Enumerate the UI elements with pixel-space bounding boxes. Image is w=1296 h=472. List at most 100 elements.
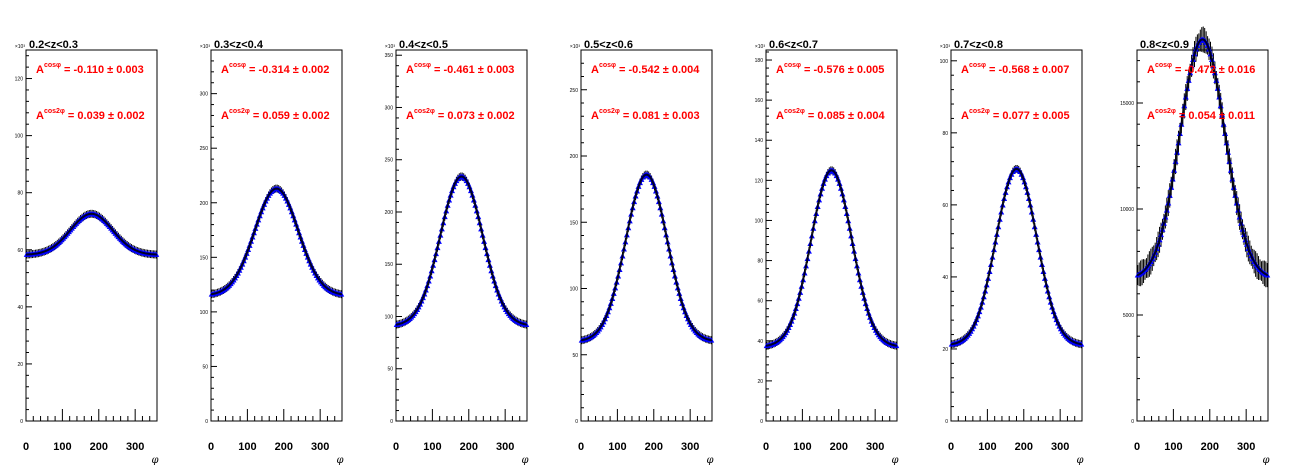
- chart-title: 0.5<z<0.6: [584, 39, 633, 51]
- x-tick-label: 200: [1201, 441, 1219, 453]
- asymmetry-symbol: A: [591, 64, 599, 76]
- chart-title: 0.3<z<0.4: [214, 39, 264, 51]
- x-tick-label: 0: [578, 441, 584, 453]
- y-tick-label: 15000: [1120, 101, 1134, 107]
- x-tick-label: 100: [238, 441, 256, 453]
- x-axis: 0 100 200 300: [208, 409, 343, 453]
- y-tick-label: 80: [757, 259, 763, 265]
- x-tick-label: 300: [496, 441, 514, 453]
- y-axis: 0 20 40 60 80 100: [940, 59, 957, 425]
- x-tick-label: 300: [311, 441, 329, 453]
- y-tick-label: 100: [570, 287, 579, 293]
- y-tick-label: 0: [20, 419, 23, 425]
- y-tick-label: 160: [755, 98, 764, 104]
- data-series: [23, 209, 160, 259]
- y-tick-label: 60: [17, 248, 23, 254]
- y-tick-label: 5000: [1123, 313, 1134, 319]
- asymmetry-symbol: A: [406, 64, 414, 76]
- x-tick-label: 100: [793, 441, 811, 453]
- chart-panel: 0 100 200 300 φ 0 50 100 150 200 250 ×10³ 0.5<z<0.6 A…: [570, 39, 715, 466]
- asymmetry-superscript: cosφ: [414, 62, 431, 69]
- fit-curve: [580, 173, 713, 342]
- data-series: [578, 170, 715, 345]
- x-axis: 0 100 200 300: [1134, 409, 1269, 453]
- asymmetry-superscript: cosφ: [44, 62, 61, 69]
- x-tick-label: 0: [948, 441, 954, 453]
- x-axis-label: φ: [891, 455, 898, 466]
- y-tick-label: 60: [942, 203, 948, 209]
- y-tick-label: 50: [202, 364, 208, 370]
- y-tick-label: 50: [387, 367, 393, 373]
- y-tick-label: 20: [757, 379, 763, 385]
- x-tick-label: 200: [90, 441, 108, 453]
- y-tick-label: 100: [15, 134, 24, 140]
- y-tick-label: 60: [757, 299, 763, 305]
- y-tick-label: 350: [385, 53, 394, 59]
- chart-panel: 0 100 200 300 φ 0 50 100 150 200 250 300 ×10³ 0.3<z<0…: [200, 39, 345, 466]
- asymmetry-symbol: A: [221, 64, 229, 76]
- x-tick-label: 300: [126, 441, 144, 453]
- cos2-phi-annotation: Acos2φ = 0.077 ± 0.005: [961, 108, 1070, 122]
- y-tick-label: 40: [17, 305, 23, 311]
- x-axis-label: φ: [151, 455, 158, 466]
- asymmetry-symbol: A: [961, 64, 969, 76]
- y-tick-label: 120: [755, 178, 764, 184]
- x-axis: 0 100 200 300: [393, 409, 528, 453]
- asymmetry-annotations: Acosφ = -0.472 ± 0.016 Acos2φ = 0.054 ± 0.0…: [1147, 62, 1255, 122]
- asymmetry-superscript: cos2φ: [44, 108, 65, 115]
- plot-frame: [1136, 49, 1269, 422]
- y-multiplier-label: ×10³: [755, 44, 765, 50]
- cos-phi-annotation: Acosφ = -0.314 ± 0.002: [221, 62, 329, 76]
- x-tick-label: 0: [763, 441, 769, 453]
- x-tick-label: 100: [53, 441, 71, 453]
- asymmetry-value: = 0.085 ± 0.004: [808, 110, 886, 122]
- y-multiplier-label: ×10³: [200, 44, 210, 50]
- y-tick-label: 40: [942, 275, 948, 281]
- asymmetry-value: = 0.059 ± 0.002: [253, 110, 330, 122]
- x-tick-label: 200: [830, 441, 848, 453]
- asymmetry-symbol: A: [776, 110, 784, 122]
- chart-panel: 0 100 200 300 φ 0 50 100 150 200 250 300 350 ×10³ 0.4<…: [385, 39, 530, 466]
- asymmetry-value: = 0.081 ± 0.003: [623, 110, 700, 122]
- y-tick-label: 140: [755, 138, 764, 144]
- fit-curve: [1136, 38, 1269, 277]
- chart-title: 0.2<z<0.3: [29, 39, 78, 51]
- plot-frame: [210, 49, 343, 422]
- y-tick-label: 120: [15, 77, 24, 83]
- x-tick-label: 300: [681, 441, 699, 453]
- cos-phi-annotation: Acosφ = -0.461 ± 0.003: [406, 62, 514, 76]
- fit-curve: [210, 187, 343, 296]
- asymmetry-superscript: cosφ: [599, 62, 616, 69]
- plot-frame: [765, 49, 898, 422]
- y-tick-label: 80: [942, 131, 948, 137]
- y-axis: 0 20 40 60 80 100 120: [15, 55, 32, 425]
- asymmetry-value: = 0.039 ± 0.002: [68, 110, 145, 122]
- cos-phi-annotation: Acosφ = -0.472 ± 0.016: [1147, 62, 1255, 76]
- x-tick-label: 100: [608, 441, 626, 453]
- cos2-phi-annotation: Acos2φ = 0.054 ± 0.011: [1147, 108, 1255, 122]
- y-tick-label: 100: [755, 218, 764, 224]
- x-tick-label: 200: [1015, 441, 1033, 453]
- y-multiplier-label: ×10³: [940, 44, 950, 50]
- x-axis-label: φ: [521, 455, 528, 466]
- asymmetry-superscript: cosφ: [969, 62, 986, 69]
- x-tick-label: 0: [23, 441, 29, 453]
- asymmetry-symbol: A: [776, 64, 784, 76]
- x-axis: 0 100 200 300: [763, 409, 898, 453]
- y-tick-label: 10000: [1120, 207, 1134, 213]
- data-series: [948, 164, 1085, 349]
- y-tick-label: 20: [17, 362, 23, 368]
- x-tick-label: 100: [423, 441, 441, 453]
- y-tick-label: 0: [1131, 419, 1134, 425]
- x-axis: 0 100 200 300: [948, 409, 1083, 453]
- asymmetry-superscript: cos2φ: [784, 108, 805, 115]
- y-tick-label: 0: [390, 419, 393, 425]
- y-tick-label: 250: [200, 146, 209, 152]
- x-tick-label: 0: [1134, 441, 1140, 453]
- x-tick-label: 200: [275, 441, 293, 453]
